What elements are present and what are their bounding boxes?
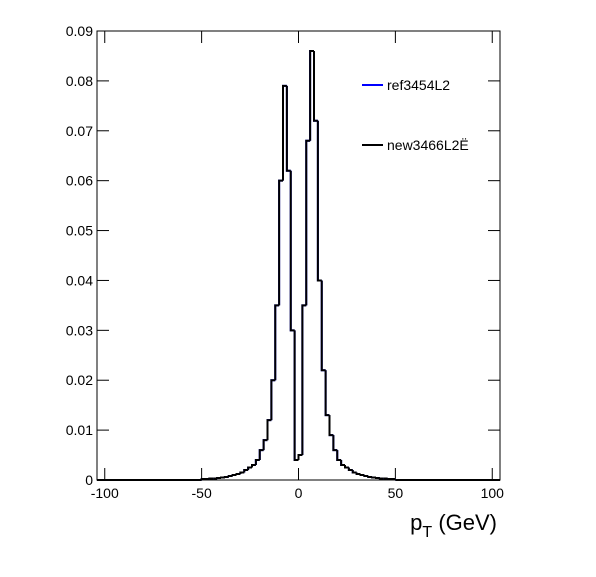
x-tick-label: 50 [388, 485, 404, 501]
histogram-bin [364, 475, 368, 476]
y-tick-label: 0.08 [66, 73, 93, 89]
y-tick-label: 0.02 [66, 372, 93, 388]
x-axis-title-sub: T [422, 524, 432, 541]
legend-label: new3466L2Ë [387, 137, 469, 153]
histogram-bin [237, 474, 241, 475]
x-tick-label: 0 [295, 485, 303, 501]
legend-label: ref3454L2 [387, 77, 450, 93]
histogram-bin [229, 476, 233, 477]
y-tick-label: 0.05 [66, 223, 93, 239]
x-axis-title-base: p [410, 510, 422, 535]
y-tick-label: 0.04 [66, 272, 93, 288]
x-tick-label: -100 [91, 485, 119, 501]
y-tick-label: 0.01 [66, 422, 93, 438]
y-tick-label: 0.03 [66, 322, 93, 338]
y-tick-label: 0.06 [66, 173, 93, 189]
histogram-bin [361, 474, 365, 475]
histogram-bin [202, 479, 206, 480]
histogram-bin [233, 475, 237, 476]
x-axis-title-rest: (GeV) [432, 510, 497, 535]
y-tick-label: 0.09 [66, 23, 93, 39]
histogram-bin [368, 476, 372, 477]
y-tick-label: 0.07 [66, 123, 93, 139]
x-tick-label: 100 [481, 485, 505, 501]
x-tick-label: -50 [192, 485, 212, 501]
